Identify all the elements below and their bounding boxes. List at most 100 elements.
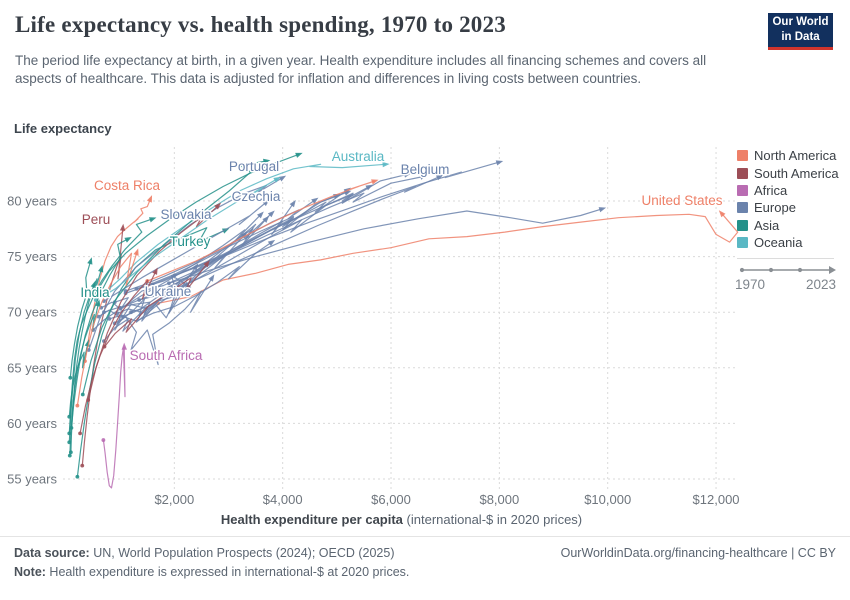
series-line-country-31[interactable]	[82, 160, 267, 395]
series-line-country-24[interactable]	[174, 161, 500, 277]
series-arrowhead-country-24	[495, 160, 504, 166]
series-arrowhead-czechia	[289, 199, 296, 208]
series-line-country-35[interactable]	[69, 260, 92, 378]
series-line-country-26[interactable]	[103, 201, 267, 302]
legend-item-south-america[interactable]: South America	[737, 164, 839, 181]
y-tick-label-55: 55 years	[7, 472, 57, 487]
series-line-country-21[interactable]	[136, 191, 348, 290]
series-arrowhead-country-38	[152, 267, 158, 275]
series-start-dot-country-30	[96, 286, 101, 291]
series-line-country-41[interactable]	[104, 178, 278, 297]
legend-swatch-africa	[737, 184, 748, 196]
legend-item-oceania[interactable]: Oceania	[737, 234, 839, 251]
series-start-dot-country-23	[96, 314, 101, 319]
owid-logo-line2: in Data	[781, 31, 820, 43]
series-line-country-15[interactable]	[114, 277, 213, 366]
legend-swatch-europe	[737, 202, 748, 214]
series-line-country-20[interactable]	[152, 175, 424, 285]
data-source-line: Data source: UN, World Population Prospe…	[14, 546, 395, 560]
series-arrowhead-country-15	[208, 274, 215, 282]
x-axis-title-main: Health expenditure per capita	[220, 512, 403, 527]
footer-link[interactable]: OurWorldinData.org/financing-healthcare …	[560, 546, 836, 560]
owid-logo[interactable]: Our World in Data	[768, 13, 833, 50]
country-label-costa-rica[interactable]: Costa Rica	[92, 177, 162, 195]
series-arrowhead-country-36	[133, 248, 139, 256]
series-arrowhead-country-18	[267, 210, 275, 218]
series-arrowhead-peru	[119, 223, 126, 231]
series-arrowhead-country-22	[311, 197, 319, 204]
footer: Data source: UN, World Population Prospe…	[0, 536, 850, 579]
y-axis-title: Life expectancy	[14, 121, 112, 136]
timeline-end-year: 2023	[805, 277, 836, 292]
series-arrowhead-country-25	[598, 207, 607, 213]
series-line-country-32[interactable]	[68, 343, 89, 417]
series-line-united-states[interactable]	[157, 212, 739, 304]
series-arrowhead-country-37	[371, 179, 379, 185]
country-label-united-states[interactable]: United States	[640, 192, 724, 210]
series-line-australia[interactable]	[95, 163, 386, 301]
legend-separator	[737, 258, 834, 259]
country-label-india[interactable]: India	[79, 284, 112, 302]
series-line-country-17[interactable]	[119, 194, 338, 309]
timeline-start-year: 1970	[735, 277, 766, 292]
country-label-turkey[interactable]: Turkey	[168, 233, 212, 251]
data-source-text: UN, World Population Prospects (2024); O…	[89, 546, 395, 560]
country-label-australia[interactable]: Australia	[330, 148, 386, 166]
series-line-country-27[interactable]	[92, 213, 262, 331]
series-arrowhead-country-39	[214, 202, 222, 210]
series-line-country-36[interactable]	[76, 252, 138, 406]
series-start-dot-country-39	[86, 398, 91, 402]
timeline-arrowhead-icon	[829, 266, 836, 274]
series-arrowhead-country-41	[273, 176, 281, 183]
y-tick-label-75: 75 years	[7, 249, 57, 264]
series-arrowhead-country-29	[95, 299, 101, 307]
x-tick-label-4000: $4,000	[263, 492, 303, 507]
series-arrowhead-country-14	[267, 239, 276, 247]
series-arrowhead-turkey	[221, 228, 230, 234]
series-line-country-28[interactable]	[68, 218, 153, 434]
series-line-country-34[interactable]	[70, 238, 129, 428]
legend-item-asia[interactable]: Asia	[737, 217, 839, 234]
series-line-country-18[interactable]	[130, 212, 273, 322]
x-tick-label-2000: $2,000	[154, 492, 194, 507]
legend-item-africa[interactable]: Africa	[737, 182, 839, 199]
country-label-slovakia[interactable]: Slovakia	[159, 206, 214, 224]
series-arrowhead-country-23	[192, 263, 199, 271]
series-arrowhead-country-26	[262, 199, 270, 207]
series-line-country-39[interactable]	[87, 204, 219, 401]
series-line-country-38[interactable]	[79, 270, 157, 434]
legend: North America South America Africa Europe As…	[737, 147, 839, 251]
series-line-country-33[interactable]	[68, 268, 103, 443]
series-line-country-25[interactable]	[168, 208, 603, 284]
series-arrowhead-country-21	[343, 190, 352, 196]
country-label-south-africa[interactable]: South Africa	[128, 347, 204, 365]
country-label-ukraine[interactable]: Ukraine	[143, 283, 193, 301]
timeline-dot-start	[739, 267, 745, 273]
y-tick-label-70: 70 years	[7, 305, 57, 320]
country-label-czechia[interactable]: Czechia	[230, 188, 282, 206]
legend-label-north-america: North America	[754, 148, 837, 164]
legend-label-europe: Europe	[754, 200, 796, 216]
series-arrowhead-country-35	[87, 257, 93, 265]
timeline-arrow	[739, 266, 836, 274]
series-line-country-23[interactable]	[98, 266, 197, 331]
note-text: Health expenditure is expressed in inter…	[45, 565, 410, 579]
legend-swatch-oceania	[737, 237, 748, 249]
country-label-peru[interactable]: Peru	[80, 211, 112, 229]
series-start-dot-country-38	[78, 431, 82, 436]
legend-label-oceania: Oceania	[754, 235, 803, 251]
series-line-portugal[interactable]	[88, 177, 284, 351]
series-line-country-40[interactable]	[104, 262, 208, 348]
legend-item-europe[interactable]: Europe	[737, 199, 839, 216]
series-start-dot-country-29	[67, 453, 72, 458]
series-arrowhead-country-33	[98, 264, 104, 273]
legend-swatch-asia	[737, 219, 748, 231]
legend-item-north-america[interactable]: North America	[737, 147, 839, 164]
country-label-belgium[interactable]: Belgium	[399, 161, 451, 179]
series-arrowhead-country-34	[124, 236, 132, 243]
country-label-portugal[interactable]: Portugal	[227, 158, 280, 176]
series-arrowhead-country-31	[263, 158, 271, 165]
series-arrowhead-country-16	[403, 172, 412, 178]
series-line-country-37[interactable]	[147, 180, 375, 282]
series-arrowhead-country-28	[148, 217, 157, 223]
